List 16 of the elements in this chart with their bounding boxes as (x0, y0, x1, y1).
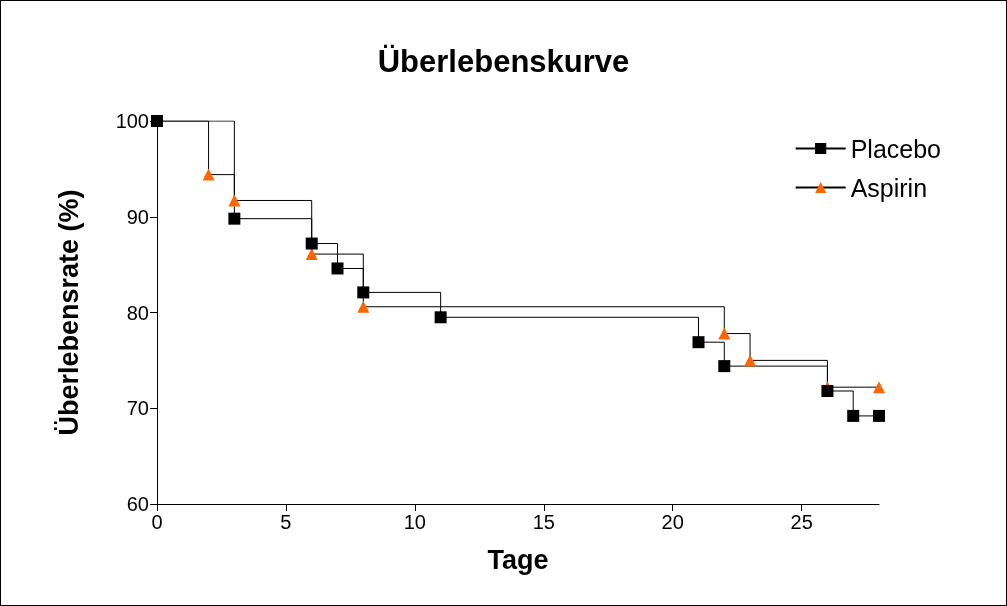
y-tick-label: 70 (126, 397, 149, 420)
x-tick-label: 25 (790, 511, 813, 533)
y-axis-title: Überlebensrate (%) (53, 189, 84, 436)
x-tick-label: 20 (661, 511, 684, 533)
y-tick-label: 80 (126, 301, 149, 324)
x-axis-title: Tage (487, 544, 549, 575)
legend-label: Aspirin (850, 173, 928, 202)
chart-title: Überlebenskurve (377, 44, 630, 79)
y-tick-label: 90 (126, 205, 149, 228)
x-tick-label: 15 (532, 511, 555, 533)
legend-label: Placebo (850, 134, 942, 163)
x-tick-label: 10 (403, 511, 426, 533)
y-tick-label: 100 (115, 110, 149, 132)
x-tick-label: 5 (280, 511, 292, 533)
x-tick-label: 0 (151, 511, 163, 533)
y-tick-label: 60 (126, 493, 149, 515)
